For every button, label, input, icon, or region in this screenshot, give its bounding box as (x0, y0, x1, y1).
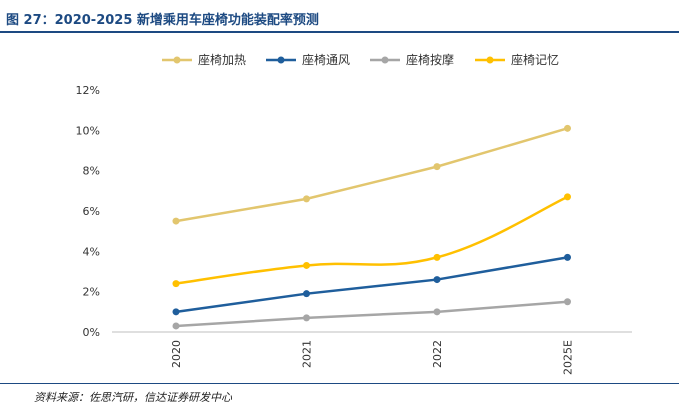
y-axis: 0% 2% 4% 6% 8% 10% 12% (76, 84, 100, 339)
series-line (175, 127, 568, 223)
y-tick-label: 2% (83, 286, 100, 299)
legend-swatch-marker (277, 56, 285, 64)
legend-label: 座椅记忆 (511, 52, 559, 67)
series-line (175, 195, 569, 285)
line-chart: 座椅加热 座椅通风 座椅按摩 座椅记忆 0%2%4%6%8%10%12% 2020 20… (76, 52, 632, 375)
legend-label: 座椅加热 (198, 52, 246, 67)
figure-title: 图 27：2020-2025 新增乘用车座椅功能装配率预测 (6, 13, 319, 28)
data-point (172, 308, 180, 316)
data-point (172, 322, 180, 330)
y-tick-label: 8% (83, 165, 100, 178)
x-axis: 2020 2021 2022 2025E (112, 331, 632, 375)
y-tick-label: 0% (83, 326, 100, 339)
data-point (303, 314, 310, 322)
x-tick-label: 2021 (301, 340, 314, 368)
data-point (433, 163, 441, 171)
series-layer (172, 124, 571, 330)
data-point (303, 195, 310, 203)
series-line (175, 256, 568, 314)
y-tick-label: 6% (83, 205, 100, 218)
y-tick-label: 4% (83, 245, 100, 258)
source-note: 资料来源：佐思汽研，信达证券研发中心 (34, 391, 232, 404)
legend-swatch-marker (486, 56, 494, 64)
source-divider (0, 383, 679, 384)
x-tick-label: 2020 (170, 340, 183, 368)
data-point (564, 124, 571, 132)
data-point (433, 276, 441, 284)
y-tick-label: 12% (76, 84, 100, 97)
data-point (433, 253, 441, 261)
data-point (564, 298, 571, 306)
data-point (564, 253, 571, 261)
data-point (172, 217, 180, 225)
legend-swatch-marker (381, 56, 389, 64)
series-line (175, 300, 568, 328)
data-point (564, 193, 571, 201)
legend-label: 座椅按摩 (406, 52, 454, 67)
legend-label: 座椅通风 (302, 52, 350, 67)
data-point (303, 261, 310, 269)
legend-swatch-marker (173, 56, 181, 64)
x-tick-label: 2022 (431, 340, 444, 368)
data-point (303, 290, 310, 298)
title-divider (0, 31, 679, 33)
chart-legend: 座椅加热 座椅通风 座椅按摩 座椅记忆 (162, 52, 559, 67)
data-point (172, 280, 180, 288)
data-point (433, 308, 441, 316)
x-tick-label: 2025E (562, 340, 575, 375)
y-tick-label: 10% (76, 124, 100, 137)
